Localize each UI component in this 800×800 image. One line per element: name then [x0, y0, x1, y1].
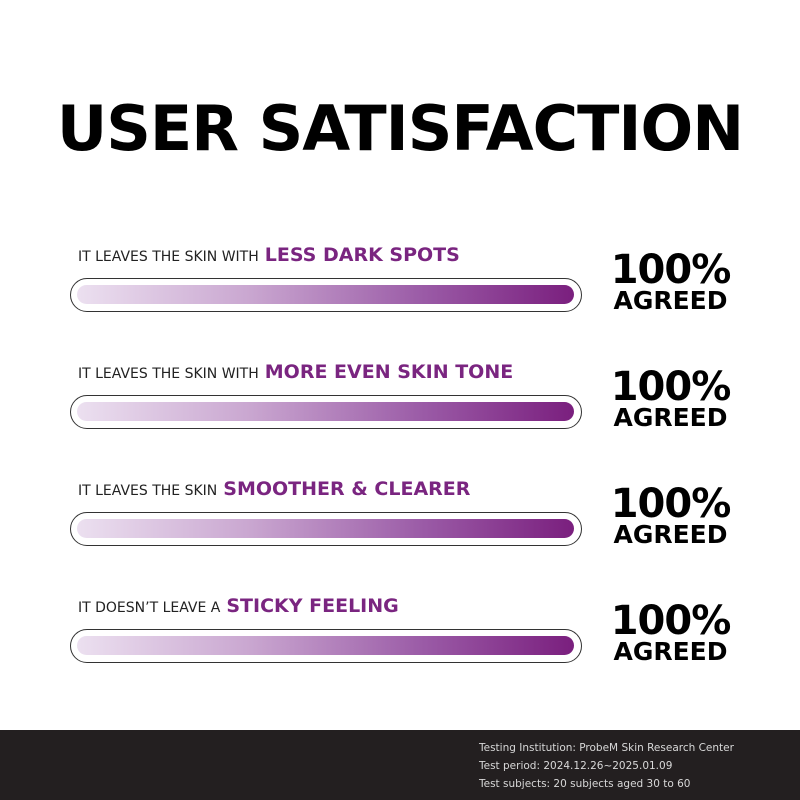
- item-prefix: IT LEAVES THE SKIN WITH: [78, 366, 259, 382]
- satisfaction-item: IT LEAVES THE SKIN SMOOTHER & CLEARER 100…: [70, 474, 740, 554]
- item-result: 100% AGREED: [608, 484, 733, 547]
- item-label: IT DOESN’T LEAVE A STICKY FEELING: [78, 591, 399, 621]
- item-prefix: IT LEAVES THE SKIN WITH: [78, 249, 259, 265]
- item-status: AGREED: [613, 520, 728, 549]
- footer-subjects: Test subjects: 20 subjects aged 30 to 60: [479, 778, 691, 790]
- progress-bar: [70, 278, 582, 312]
- item-prefix: IT LEAVES THE SKIN: [78, 483, 218, 499]
- progress-fill: [77, 636, 574, 655]
- progress-fill: [77, 519, 574, 538]
- footer: Testing Institution: ProbeM Skin Researc…: [0, 730, 800, 800]
- item-label: IT LEAVES THE SKIN SMOOTHER & CLEARER: [78, 474, 470, 504]
- progress-bar: [70, 395, 582, 429]
- satisfaction-item: IT LEAVES THE SKIN WITH LESS DARK SPOTS 1…: [70, 240, 740, 320]
- item-percent: 100%: [610, 481, 732, 527]
- progress-fill: [77, 402, 574, 421]
- item-percent: 100%: [610, 247, 732, 293]
- item-percent: 100%: [610, 364, 732, 410]
- progress-fill: [77, 285, 574, 304]
- item-percent: 100%: [610, 598, 732, 644]
- item-result: 100% AGREED: [608, 367, 733, 430]
- item-highlight: SMOOTHER & CLEARER: [223, 478, 471, 500]
- footer-period: Test period: 2024.12.26~2025.01.09: [479, 760, 673, 772]
- item-label: IT LEAVES THE SKIN WITH MORE EVEN SKIN TO…: [78, 357, 513, 387]
- item-highlight: MORE EVEN SKIN TONE: [264, 361, 514, 383]
- item-result: 100% AGREED: [608, 601, 733, 664]
- satisfaction-item: IT LEAVES THE SKIN WITH MORE EVEN SKIN TO…: [70, 357, 740, 437]
- page-title: USER SATISFACTION: [56, 92, 744, 165]
- progress-bar: [70, 629, 582, 663]
- item-status: AGREED: [613, 403, 728, 432]
- satisfaction-item: IT DOESN’T LEAVE A STICKY FEELING 100% AGR…: [70, 591, 740, 671]
- footer-institution: Testing Institution: ProbeM Skin Researc…: [479, 742, 734, 754]
- item-label: IT LEAVES THE SKIN WITH LESS DARK SPOTS: [78, 240, 460, 270]
- item-highlight: STICKY FEELING: [226, 595, 399, 617]
- item-prefix: IT DOESN’T LEAVE A: [78, 600, 221, 616]
- progress-bar: [70, 512, 582, 546]
- item-status: AGREED: [613, 286, 728, 315]
- item-status: AGREED: [613, 637, 728, 666]
- item-highlight: LESS DARK SPOTS: [264, 244, 460, 266]
- item-result: 100% AGREED: [608, 250, 733, 313]
